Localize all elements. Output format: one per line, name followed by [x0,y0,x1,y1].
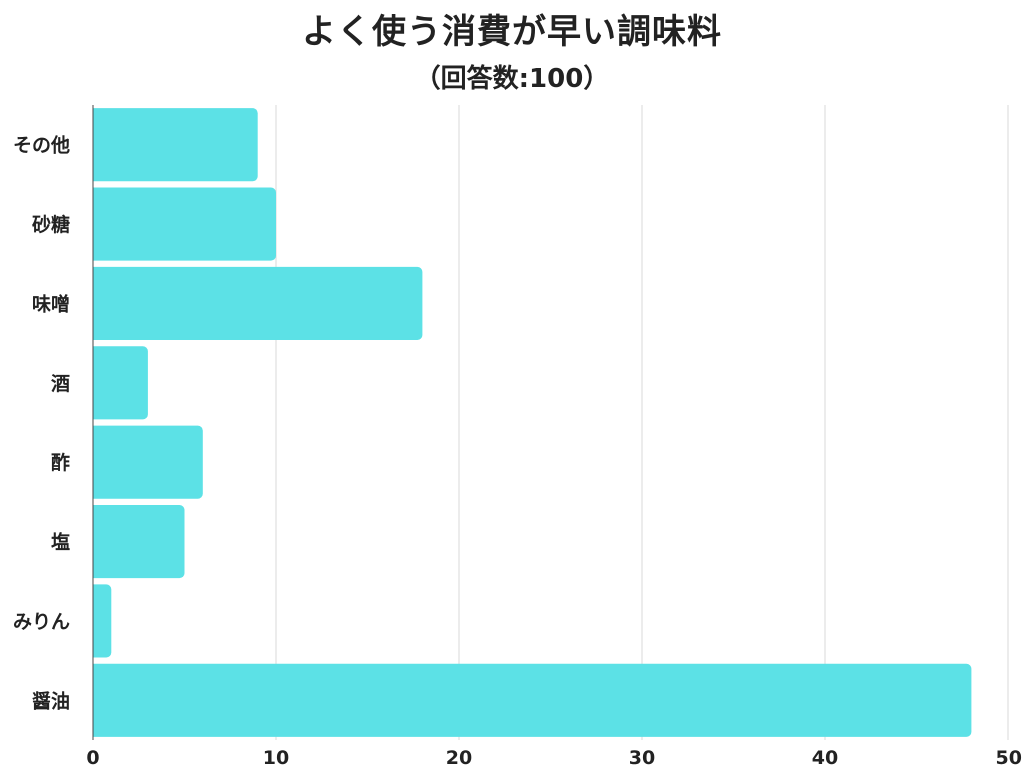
bar-7 [87,663,972,737]
bar-4 [87,425,203,499]
category-label-6: みりん [13,611,70,633]
chart-title: よく使う消費が早い調味料 [302,12,722,52]
x-tick-label-1: 10 [263,747,289,768]
bar-1 [87,187,276,261]
category-label-7: 醤油 [32,689,70,712]
axis-mask [85,105,93,740]
category-label-0: その他 [13,134,70,157]
chart-subtitle: （回答数:100） [414,64,610,94]
x-tick-label-2: 20 [446,747,472,768]
category-label-4: 酢 [51,451,70,474]
bar-5 [87,505,185,579]
category-label-2: 味噌 [32,292,70,315]
bar-3 [87,346,148,420]
x-tick-label-4: 40 [812,747,838,768]
bar-0 [87,108,258,182]
category-label-5: 塩 [51,531,70,554]
category-label-1: 砂糖 [32,213,70,236]
bar-2 [87,266,423,340]
x-tick-label-0: 0 [86,747,99,768]
category-label-3: 酒 [51,373,70,395]
x-tick-label-5: 50 [996,747,1022,768]
x-tick-label-3: 30 [629,747,655,768]
